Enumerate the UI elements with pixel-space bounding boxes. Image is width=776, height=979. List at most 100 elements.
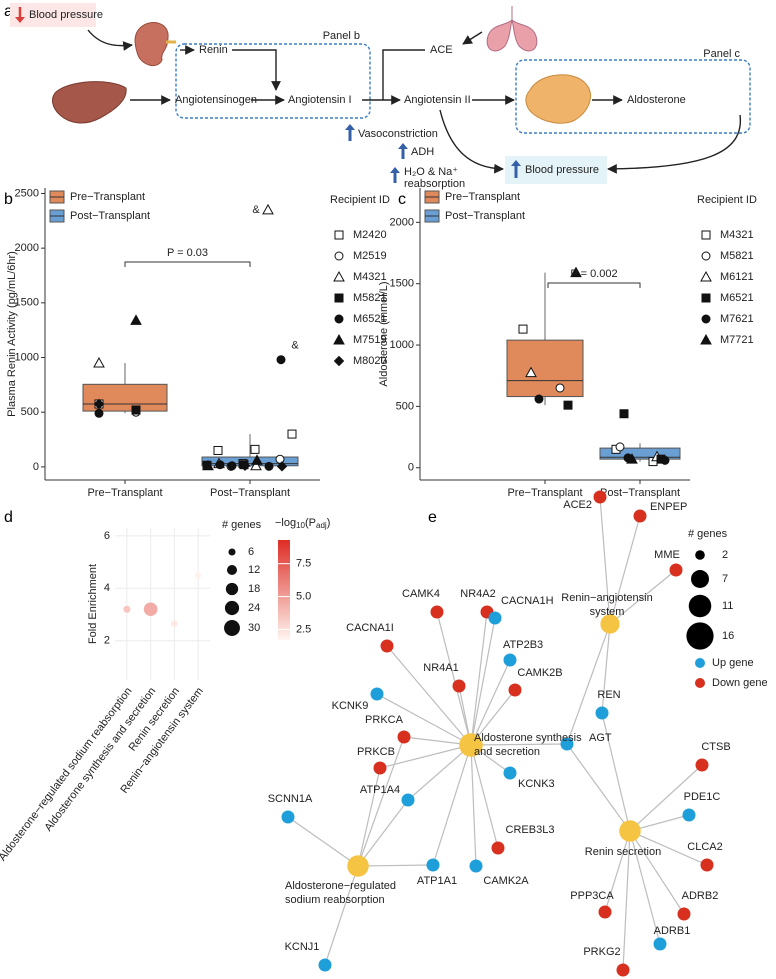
y-tick-label: 6 [104,530,110,542]
colorbar-label: 2.5 [296,623,311,635]
y-tick-label: 0 [33,461,39,473]
edge [566,623,611,745]
x-tick-label: Pre−Transplant [87,487,162,499]
x-tick-label: Pre−Transplant [507,487,582,499]
edge [566,743,631,832]
edge [604,830,631,913]
legend-label: M4321 [353,271,387,283]
gene-node [430,605,444,619]
pathway-label: Renin−angiotensin [561,592,652,604]
angiotensin-1-label: Angiotensin I [288,94,352,106]
edge [629,830,708,866]
y-tick-label: 1500 [15,297,39,309]
pathway-label: Aldosterone−regulated [285,880,396,892]
edge [470,617,496,746]
gene-node [401,793,415,807]
data-point [619,409,629,419]
bp-high-label: Blood pressure [525,164,599,176]
legend-label: M6521 [720,292,754,304]
gene-node [682,808,696,822]
pathway-label: sodium reabsorption [285,894,385,906]
panel-label: a [4,3,13,20]
color-legend-label: Up gene [712,657,754,669]
angiotensinogen-label: Angiotensinogen [175,94,257,106]
legend-label: M7519 [353,334,387,346]
angiotensin-2-label: Angiotensin II [404,94,471,106]
box [506,339,584,398]
edge [629,830,685,915]
legend-marker [333,270,345,282]
legend-marker [700,333,712,345]
edge [470,611,488,746]
gene-node [595,706,609,720]
edge [357,799,409,867]
bp-low-label: Blood pressure [29,9,103,21]
edge [470,659,511,746]
color-legend-marker [695,658,705,668]
gene-label: KCNJ1 [285,941,320,953]
pathway-label: and secretion [474,746,540,758]
gene-label: CLCA2 [687,841,722,853]
size-legend-label: 7 [722,573,728,585]
legend-marker [334,251,344,261]
gene-label: REN [597,689,620,701]
legend-marker [701,230,711,240]
lungs-icon [486,6,538,52]
gene-label: ADRB2 [682,890,719,902]
gene-label: CTSB [701,741,730,753]
data-point [239,460,251,471]
y-tick-label: 4 [104,582,110,594]
legend-label: Pre−Transplant [70,191,145,203]
data-point [227,461,237,471]
box [599,447,681,460]
adh-label: ADH [411,146,434,158]
legend-label: M6521 [353,313,387,325]
panel-label: e [428,509,437,526]
edge [609,569,677,625]
data-point [615,442,625,452]
color-legend-marker [695,678,705,688]
gene-label: NR4A1 [423,662,458,674]
data-point [555,383,565,393]
data-point [94,408,104,418]
colorbar [278,540,290,640]
y-axis-label: Fold Enrichment [87,564,99,644]
edge [407,744,472,801]
color-legend-title: −log10(Padj) [275,517,330,530]
pathway-node [619,820,641,842]
x-tick-label: Post−Transplant [600,487,680,499]
size-legend-marker [695,550,705,560]
data-point [215,460,225,470]
legend-title: Recipient ID [330,194,390,206]
ace-line [382,49,425,100]
gene-node [560,737,574,751]
gene-label: CACNA1I [346,622,394,634]
gene-label: CACNA1H [501,595,554,607]
legend-marker [334,293,344,303]
size-legend-marker [226,564,238,576]
legend-label: Post−Transplant [70,210,150,222]
gene-label: CAMK2B [517,667,562,679]
edge [287,816,359,867]
legend-title: Recipient ID [697,194,757,206]
data-point [93,398,105,410]
legend-label: Pre−Transplant [445,191,520,203]
data-point [131,405,141,415]
colorbar-label: 5.0 [296,590,311,602]
kidney-icon [134,22,169,67]
liver-icon [52,81,127,124]
gene-node [669,563,683,577]
size-legend-label: 2 [722,549,728,561]
pathway-node [347,855,369,877]
arrow [462,31,483,45]
data-point [287,429,297,439]
bp-box [505,156,607,184]
gene-label: PRKG2 [583,946,620,958]
gene-label: PPP3CA [570,890,614,902]
size-legend-label: 16 [722,630,734,642]
gene-node [373,761,387,775]
edge [432,744,472,866]
y-tick-label: 2 [104,635,110,647]
